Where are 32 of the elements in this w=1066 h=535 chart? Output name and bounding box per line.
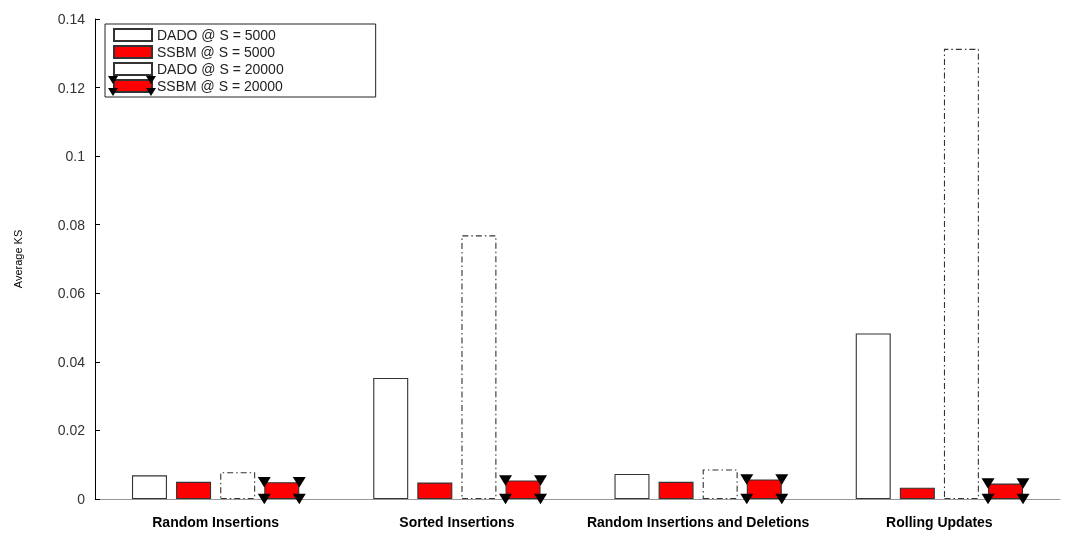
- y-tick-label: 0.12: [57, 79, 86, 96]
- legend-label: SSBM @ S = 20000: [157, 78, 284, 94]
- bar: [855, 333, 891, 499]
- bar: [417, 482, 453, 499]
- bar: [746, 479, 782, 499]
- legend-label: DADO @ S = 20000: [157, 61, 284, 77]
- bar: [988, 483, 1024, 499]
- x-tick-label: Random Insertions: [152, 514, 280, 530]
- bar: [943, 48, 979, 499]
- legend-label: DADO @ S = 5000: [157, 27, 277, 43]
- bar: [702, 469, 738, 499]
- y-tick-label: 0.1: [65, 148, 86, 165]
- y-tick-label: 0.02: [57, 422, 86, 439]
- bar: [131, 475, 167, 499]
- y-tick-label: 0.08: [57, 216, 86, 233]
- bar: [505, 480, 541, 499]
- bar: [658, 481, 694, 499]
- x-tick-label: Sorted Insertions: [399, 514, 515, 530]
- x-tick-label: Rolling Updates: [886, 514, 993, 530]
- legend-label: SSBM @ S = 5000: [157, 44, 276, 60]
- y-axis-title: Average KS: [11, 229, 24, 289]
- y-tick-label: 0: [77, 491, 86, 507]
- bar: [373, 377, 409, 499]
- x-tick-label: Random Insertions and Deletions: [586, 514, 810, 530]
- y-tick-label: 0.06: [57, 285, 86, 302]
- bar: [220, 472, 256, 499]
- bar: [614, 473, 650, 499]
- y-tick-label: 0.04: [57, 353, 86, 370]
- bar: [899, 487, 935, 499]
- bar: [461, 235, 497, 499]
- y-tick-label: 0.14: [57, 11, 86, 27]
- bar: [176, 481, 212, 499]
